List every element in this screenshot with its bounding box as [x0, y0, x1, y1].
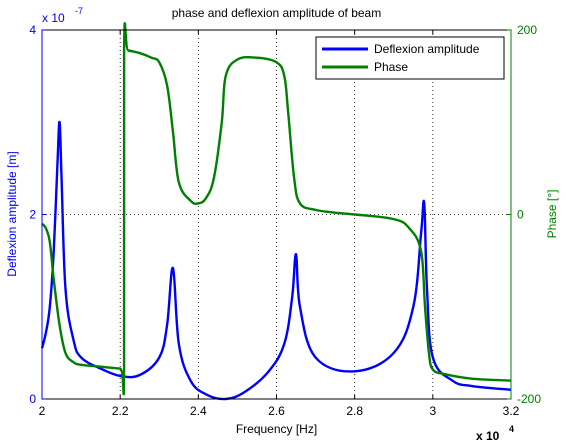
left-y-exponent: -7: [75, 6, 83, 16]
right-y-tick-label: 0: [517, 208, 524, 222]
x-tick-label: 2.8: [346, 404, 363, 418]
left-y-tick-label: 0: [29, 392, 36, 406]
x-tick-label: 2.2: [112, 404, 129, 418]
x-tick-label: 2: [39, 404, 46, 418]
x-axis-exponent-base: x 10: [476, 429, 500, 443]
left-y-tick-label: 2: [29, 208, 36, 222]
x-tick-label: 2.6: [268, 404, 285, 418]
right-y-axis-label: Phase [°]: [545, 190, 559, 239]
tick-marks: [41, 29, 512, 400]
legend-label-deflexion: Deflexion amplitude: [374, 42, 480, 56]
right-y-tick-label: -200: [517, 392, 541, 406]
legend-label-phase: Phase: [374, 60, 408, 74]
phase-line: [41, 22, 512, 396]
legend-box: [315, 36, 505, 80]
legend: Deflexion amplitude Phase: [315, 36, 505, 80]
x-tick-label: 2.4: [190, 404, 207, 418]
left-y-exponent-base: x 10: [42, 11, 65, 25]
grid-lines: [42, 30, 511, 399]
x-axis-exponent: 4: [509, 424, 514, 434]
x-tick-label: 3: [429, 404, 436, 418]
left-y-axis-label: Deflexion amplitude [m]: [5, 151, 19, 276]
x-axis-label: Frequency [Hz]: [236, 422, 317, 436]
deflexion-amplitude-line: [40, 120, 512, 401]
plot-area: [40, 22, 512, 401]
left-y-tick-label: 4: [29, 23, 36, 37]
chart-title: phase and deflexion amplitude of beam: [172, 6, 381, 20]
x-tick-label: 3.2: [503, 404, 520, 418]
right-y-tick-label: 200: [517, 23, 537, 37]
